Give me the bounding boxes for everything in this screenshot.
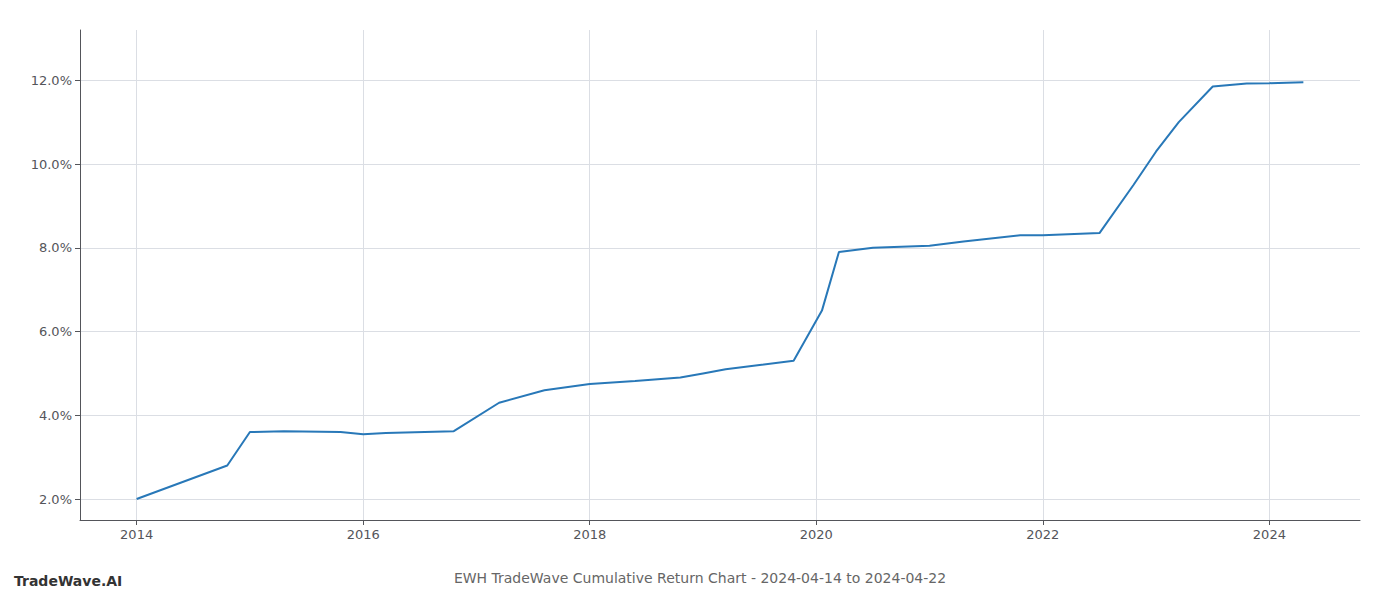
svg-text:EWH TradeWave Cumulative Retur: EWH TradeWave Cumulative Return Chart - … (454, 570, 946, 586)
svg-text:4.0%: 4.0% (39, 408, 72, 423)
svg-text:TradeWave.AI: TradeWave.AI (14, 573, 122, 589)
svg-text:6.0%: 6.0% (39, 324, 72, 339)
svg-text:2024: 2024 (1253, 527, 1286, 542)
svg-text:8.0%: 8.0% (39, 240, 72, 255)
svg-text:10.0%: 10.0% (31, 157, 72, 172)
svg-text:2018: 2018 (573, 527, 606, 542)
svg-text:2020: 2020 (800, 527, 833, 542)
svg-text:2016: 2016 (347, 527, 380, 542)
svg-text:2.0%: 2.0% (39, 492, 72, 507)
svg-text:12.0%: 12.0% (31, 73, 72, 88)
svg-text:2022: 2022 (1026, 527, 1059, 542)
svg-text:2014: 2014 (120, 527, 153, 542)
